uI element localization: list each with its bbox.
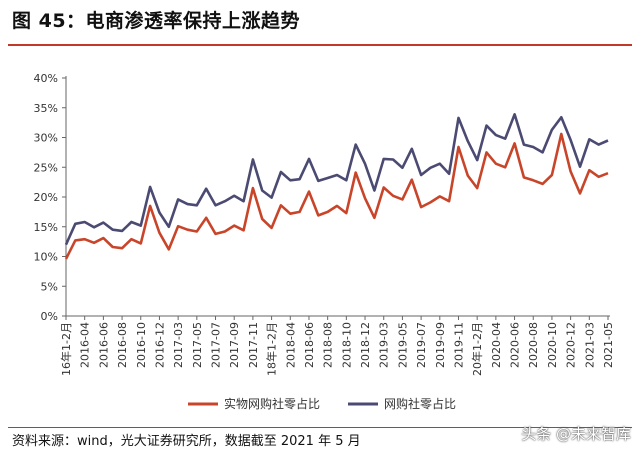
x-tick-label: 2020-06 <box>509 322 522 368</box>
x-tick-label: 2017-07 <box>210 322 223 368</box>
y-tick-label: 5% <box>41 280 58 293</box>
series-line-online <box>64 113 609 246</box>
x-tick-label: 2017-03 <box>172 322 185 368</box>
x-tick-label: 2020-10 <box>546 322 559 368</box>
x-tick-label: 2019-07 <box>415 322 428 368</box>
legend-label: 实物网购社零占比 <box>224 396 320 411</box>
legend: 实物网购社零占比 网购社零占比 <box>188 396 456 411</box>
source-note: 资料来源：wind，光大证券研究所，数据截至 2021 年 5 月 <box>12 434 361 449</box>
y-tick-label: 40% <box>34 72 58 85</box>
x-tick-label: 2017-09 <box>228 322 241 368</box>
watermark: 头条 @未来智库 <box>521 425 631 443</box>
x-tick-label: 2016-12 <box>153 322 166 368</box>
x-tick-label: 2018-06 <box>303 322 316 368</box>
x-tick-label: 2019-09 <box>434 322 447 368</box>
x-tick-label: 2016-10 <box>135 322 148 368</box>
x-tick-label: 2016-06 <box>97 322 110 368</box>
y-tick-label: 15% <box>34 221 58 234</box>
x-tick-label: 2017-11 <box>247 322 260 368</box>
x-tick-label: 2020-04 <box>490 322 503 368</box>
x-tick-label: 2018-08 <box>322 322 335 368</box>
x-tick-label: 16年1-2月 <box>59 322 73 376</box>
chart-axes <box>65 76 610 317</box>
y-tick-label: 25% <box>34 161 58 174</box>
x-tick-label: 2020-08 <box>527 322 540 368</box>
x-tick-label: 2018-04 <box>284 322 297 368</box>
x-tick-label: 2021-05 <box>602 322 615 368</box>
x-tick-label: 2018-12 <box>359 322 372 368</box>
x-tick-label: 2018-10 <box>340 322 353 368</box>
series-line-physical <box>64 132 609 260</box>
x-axis-ticks: 16年1-2月 2016-04 2016-06 2016-08 2016-10 2016-… <box>59 316 615 376</box>
x-tick-label: 2019-05 <box>396 322 409 368</box>
x-tick-label: 2020-12 <box>565 322 578 368</box>
x-tick-label: 18年1-2月 <box>265 322 279 376</box>
title-divider <box>8 44 632 46</box>
y-tick-label: 20% <box>34 191 58 204</box>
line-chart: 0% 5% 10% 15% 20% 25% 30% 35% 40% 16年1-2月 2016-04… <box>34 72 615 411</box>
x-tick-label: 2019-11 <box>452 322 465 368</box>
y-tick-label: 0% <box>41 310 58 323</box>
x-tick-label: 2016-08 <box>116 322 129 368</box>
x-tick-label: 2021-03 <box>583 322 596 368</box>
footer-divider <box>8 427 632 428</box>
x-tick-label: 2016-04 <box>79 322 92 368</box>
x-tick-label: 20年1-2月 <box>470 322 484 376</box>
y-tick-label: 35% <box>34 102 58 115</box>
y-tick-label: 30% <box>34 132 58 145</box>
x-tick-label: 2019-03 <box>378 322 391 368</box>
y-axis-ticks: 0% 5% 10% 15% 20% 25% 30% 35% 40% <box>34 72 66 323</box>
y-tick-label: 10% <box>34 251 58 264</box>
series-lines <box>64 113 609 260</box>
x-tick-label: 2017-05 <box>191 322 204 368</box>
page-title: 图 45：电商渗透率保持上涨趋势 <box>12 10 301 32</box>
legend-label: 网购社零占比 <box>384 396 456 411</box>
